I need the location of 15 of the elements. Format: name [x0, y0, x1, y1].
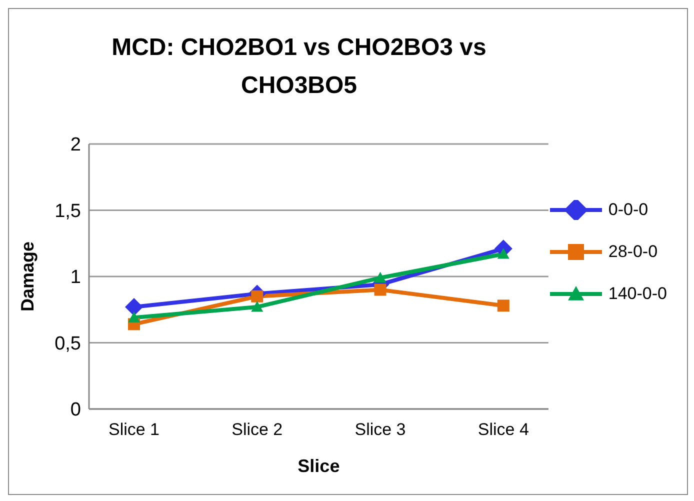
- y-tick-label: 0,5: [54, 333, 81, 354]
- x-tick-label: Slice 4: [478, 420, 529, 440]
- legend-label: 28-0-0: [608, 242, 658, 262]
- legend-label: 140-0-0: [608, 284, 667, 304]
- y-tick-label: 0: [70, 400, 81, 421]
- x-tick-label: Slice 3: [354, 420, 406, 440]
- y-tick-label: 1: [70, 267, 81, 288]
- y-tick-label: 1,5: [54, 200, 81, 222]
- x-tick-label: Slice 2: [232, 420, 283, 440]
- chart-title: MCD: CHO2BO1 vs CHO2BO3 vs CHO3BO5: [110, 33, 488, 101]
- legend-label: 0-0-0: [608, 200, 648, 220]
- x-tick-label: Slice 1: [108, 420, 160, 440]
- y-tick-label: 2: [70, 134, 81, 156]
- x-axis-title: Slice: [298, 456, 340, 476]
- y-axis-title: Damage: [17, 241, 38, 312]
